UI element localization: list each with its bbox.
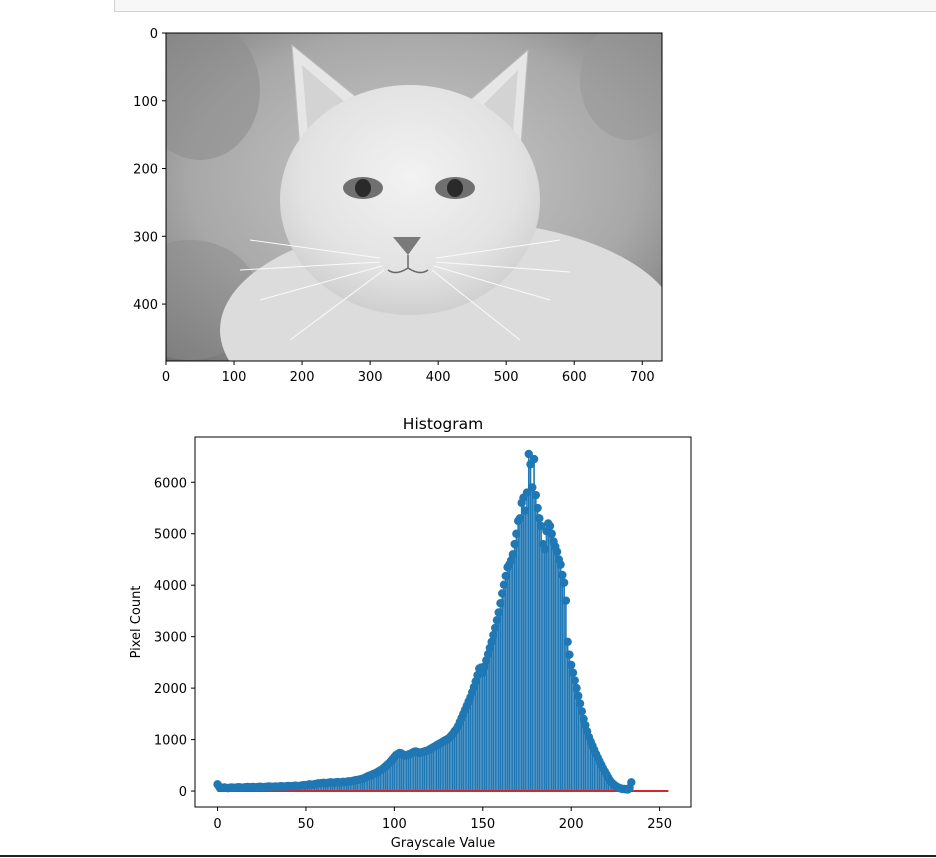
stem-marker (559, 578, 569, 587)
stem-marker (487, 637, 496, 647)
cat-image (166, 33, 662, 361)
notebook-cell-edge (114, 0, 936, 12)
stem-marker (570, 676, 579, 685)
hist-x-tick-label: 200 (559, 817, 584, 832)
image-y-tick-label: 300 (133, 230, 158, 245)
image-x-tick-label: 400 (426, 370, 451, 385)
image-x-tick-label: 600 (562, 370, 587, 385)
image-axes-frame (165, 32, 663, 362)
stem-markers (213, 449, 636, 794)
image-x-tick-label: 500 (494, 370, 519, 385)
image-x-tick-label: 0 (162, 370, 170, 385)
stem-marker (575, 699, 585, 708)
stem-marker (510, 539, 519, 549)
stem-marker (524, 449, 533, 459)
stem-marker (558, 570, 567, 580)
cell-divider (0, 855, 936, 857)
hist-y-tick-label: 4000 (154, 579, 187, 594)
stem-marker (492, 615, 502, 625)
stem-marker (499, 580, 509, 589)
stem-marker (563, 637, 572, 647)
stem-marker (540, 544, 549, 554)
stem-marker (490, 623, 500, 633)
hist-y-tick-label: 2000 (154, 682, 187, 697)
stem-marker (574, 691, 583, 701)
stem-marker (489, 630, 498, 640)
stem-marker (545, 521, 555, 531)
y-axis-label: Pixel Count (129, 586, 144, 659)
stem-marker (572, 683, 581, 693)
stem-marker (494, 608, 503, 617)
image-y-tick-label: 0 (150, 27, 158, 42)
stem-marker (565, 650, 574, 659)
image-x-tick-label: 200 (290, 370, 315, 385)
image-y-tick-label: 100 (133, 95, 158, 110)
hist-y-tick-label: 6000 (154, 476, 187, 491)
stem-marker (498, 589, 507, 598)
hist-y-tick-label: 3000 (154, 631, 187, 646)
stem-marker (547, 529, 556, 538)
hist-x-tick-label: 250 (647, 817, 672, 832)
image-x-tick-label: 700 (630, 370, 655, 385)
stem-marker (496, 599, 505, 608)
hist-y-tick-label: 5000 (154, 528, 187, 543)
stem-marker (528, 483, 537, 492)
stem-series (216, 453, 633, 792)
stem-marker (552, 547, 562, 556)
stem-marker (533, 503, 542, 513)
stem-marker (627, 778, 636, 787)
hist-x-tick-label: 0 (213, 817, 221, 832)
image-axes: 0 100 200 300 400 500 600 700 0 100 200 300 400 (133, 27, 663, 385)
hist-y-tick-label: 0 (179, 785, 187, 800)
histogram-axes: Histogram 0 50 100 150 200 250 0 1000 2000 3000 40… (129, 415, 692, 851)
stem-marker (529, 454, 539, 464)
stem-marker (566, 660, 576, 670)
histogram-title: Histogram (403, 415, 483, 433)
histogram-ticks: 0 50 100 150 200 250 0 1000 2000 3000 4000 5000 6000 (154, 476, 672, 832)
stem-marker (561, 596, 571, 605)
stem-marker (577, 707, 587, 716)
hist-y-tick-label: 1000 (154, 734, 187, 749)
stem-marker (512, 529, 521, 538)
hist-x-tick-label: 150 (470, 817, 495, 832)
image-x-tick-label: 300 (358, 370, 383, 385)
x-axis-label: Grayscale Value (391, 836, 495, 851)
stem-marker (521, 506, 530, 515)
stem-marker (531, 490, 541, 500)
stem-marker (536, 521, 546, 531)
image-x-tick-label: 100 (222, 370, 247, 385)
image-ticks: 0 100 200 300 400 500 600 700 0 100 200 300 400 (133, 27, 655, 385)
image-y-tick-label: 200 (133, 163, 158, 178)
stem-marker (515, 514, 525, 523)
stem-marker (535, 514, 544, 523)
hist-x-tick-label: 100 (382, 817, 407, 832)
stem-marker (508, 550, 518, 559)
stem-marker (556, 560, 565, 569)
stem-marker (501, 571, 510, 581)
histogram-axes-frame (194, 436, 692, 808)
stem-marker (522, 488, 532, 497)
stem-marker (568, 668, 578, 677)
image-y-tick-label: 400 (133, 298, 158, 313)
hist-x-tick-label: 50 (298, 817, 315, 832)
